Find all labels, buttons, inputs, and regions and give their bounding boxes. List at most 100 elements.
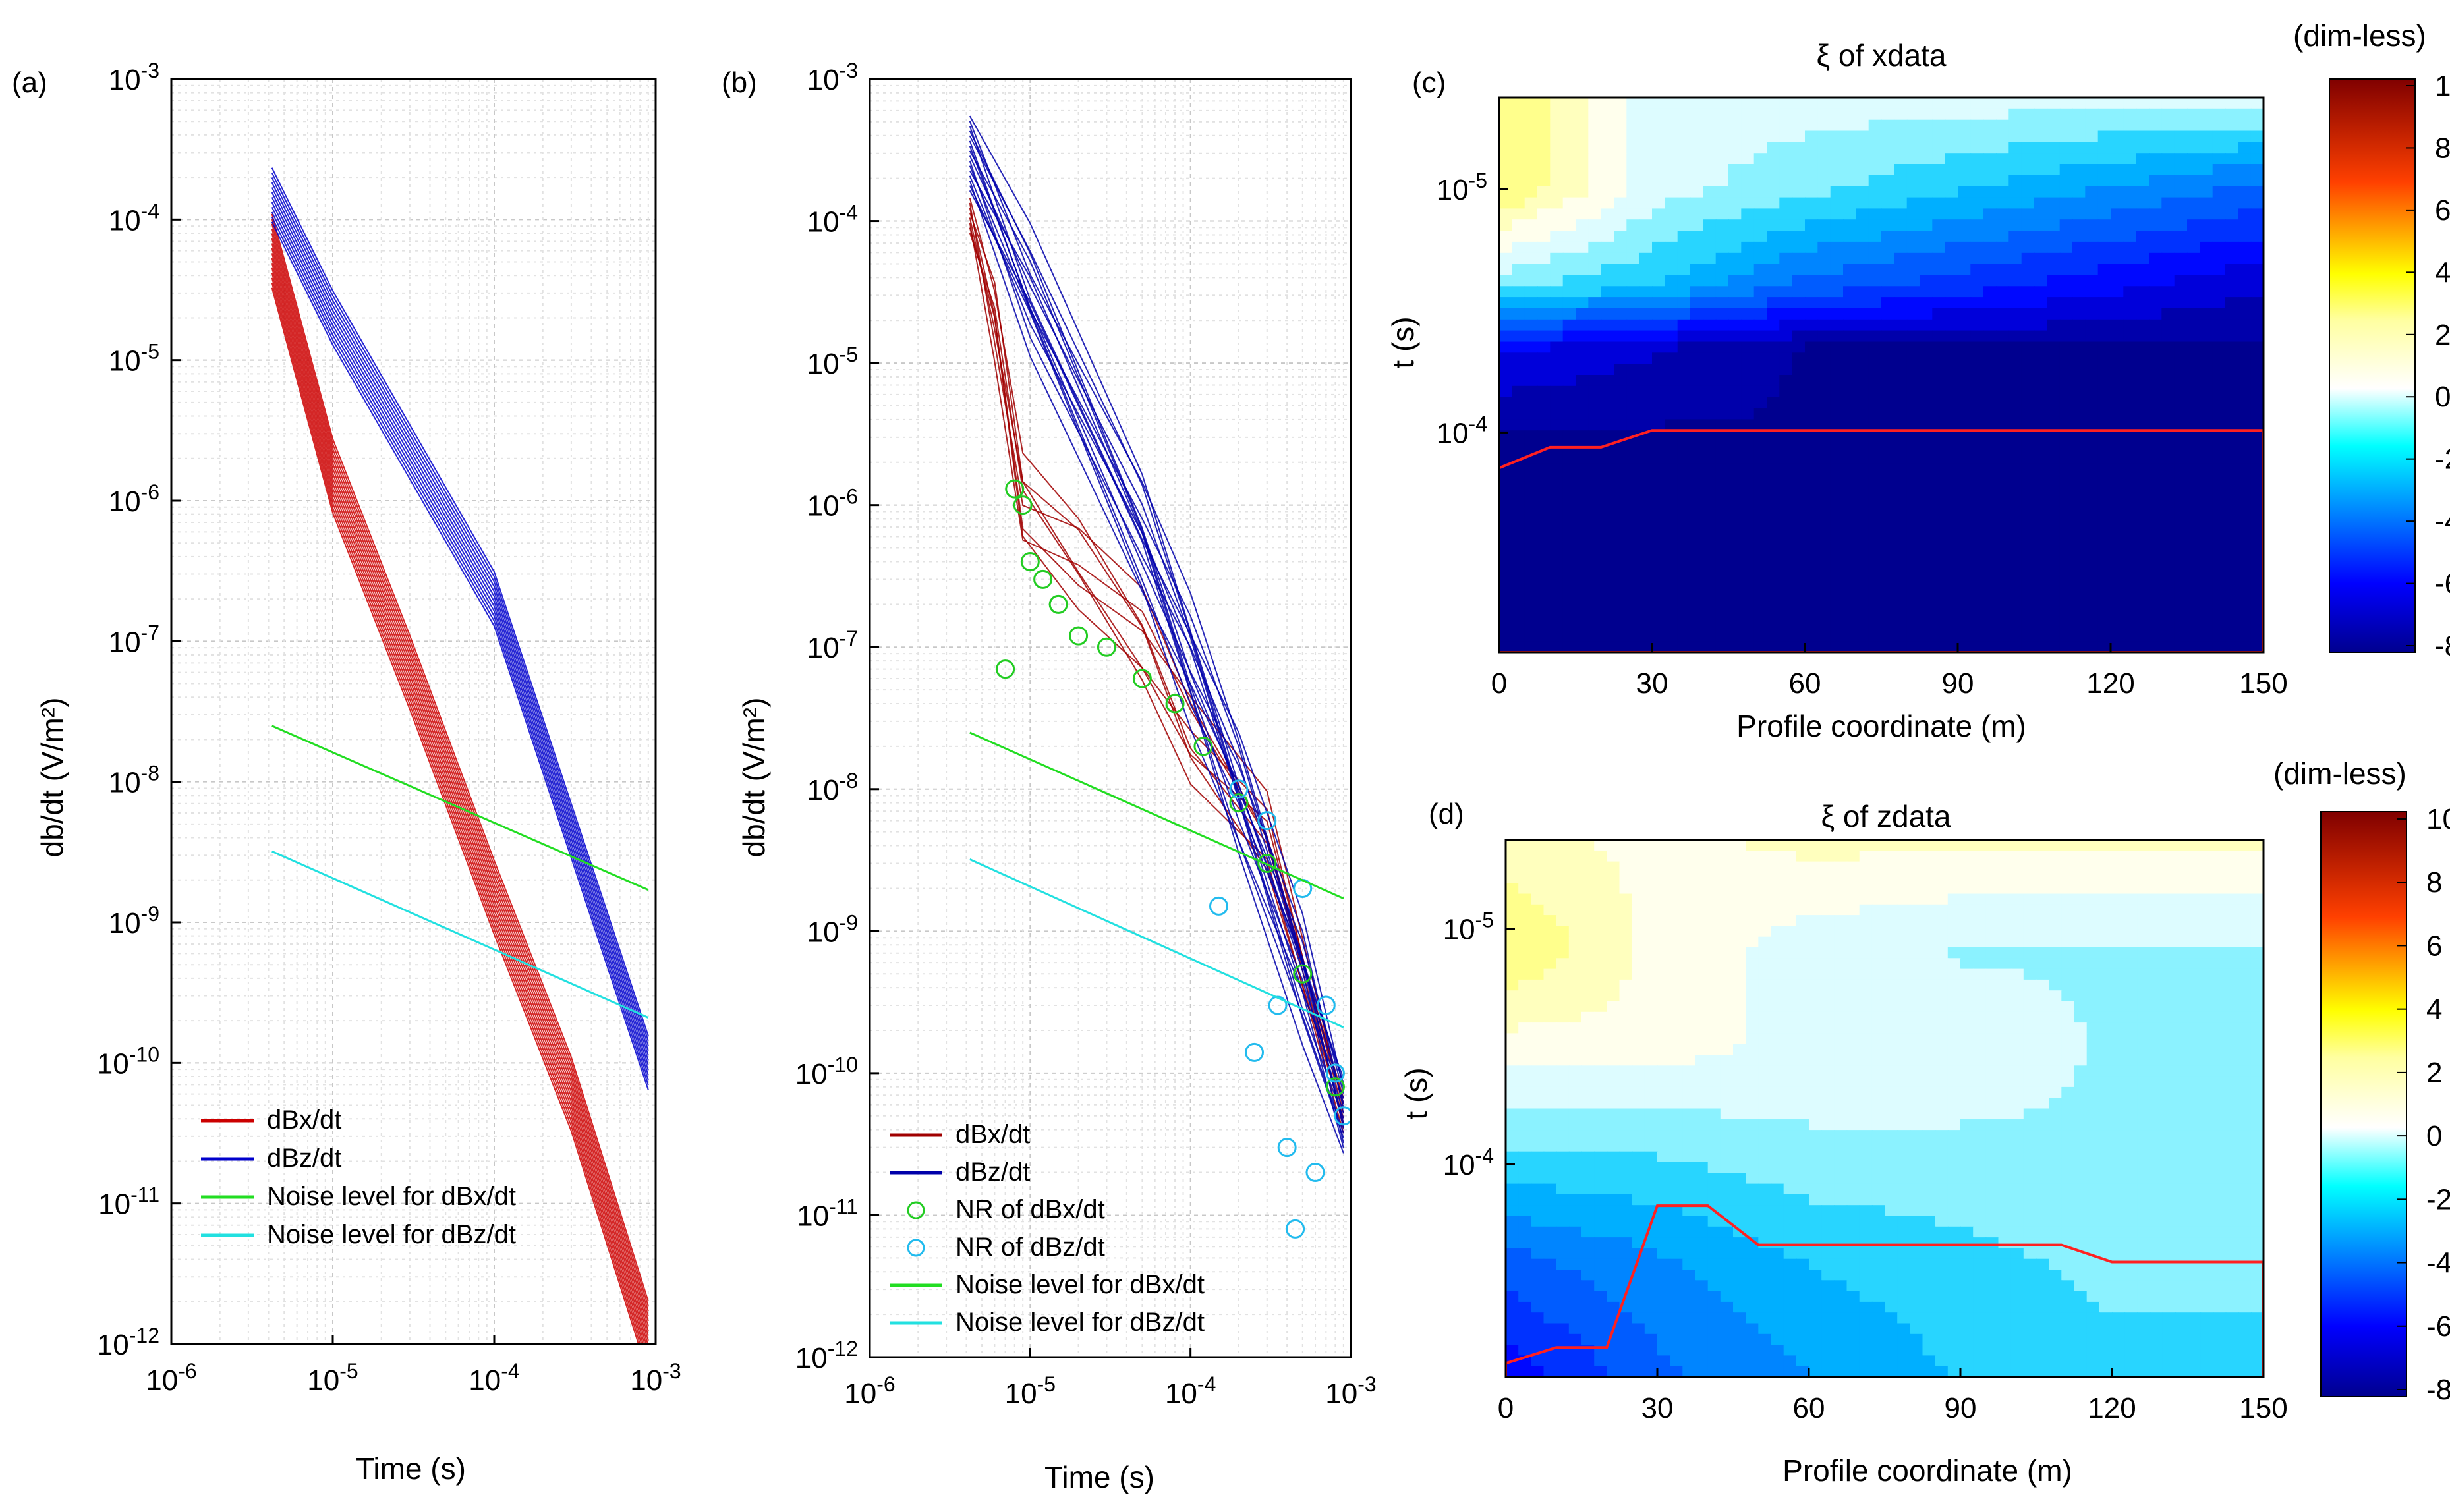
contour-cell (1792, 385, 1806, 398)
contour-cell (1499, 630, 1513, 642)
contour-cell (1695, 968, 1709, 980)
contour-cell (1588, 474, 1602, 487)
contour-cell (1720, 915, 1734, 927)
contour-cell (1626, 341, 1640, 354)
contour-cell (2250, 1055, 2264, 1067)
contour-cell (1670, 1065, 1684, 1077)
contour-cell (1856, 130, 1869, 143)
contour-cell (2099, 1108, 2113, 1120)
contour-cell (2149, 619, 2163, 631)
contour-cell (1796, 840, 1809, 852)
contour-cell (1562, 119, 1576, 132)
series-line-noise-level-for-dbx-dt (271, 725, 649, 891)
contour-cell (1644, 1033, 1658, 1045)
contour-cell (2023, 1055, 2037, 1067)
contour-cell (2124, 915, 2138, 927)
contour-cell (2074, 1001, 2088, 1013)
contour-cell (2250, 926, 2264, 938)
contour-cell (1741, 153, 1755, 165)
contour-cell (1856, 286, 1869, 298)
contour-cell (1524, 142, 1538, 154)
contour-cell (1715, 286, 1729, 298)
contour-cell (1868, 452, 1882, 464)
contour-cell (1910, 893, 1923, 905)
contour-cell (1581, 872, 1595, 884)
contour-cell (1588, 186, 1602, 198)
contour-cell (1758, 1033, 1772, 1045)
contour-cell (2036, 1065, 2050, 1077)
contour-cell (1830, 108, 1844, 121)
contour-cell (2061, 1108, 2075, 1120)
contour-cell (2161, 408, 2175, 420)
contour-cell (2036, 883, 2050, 895)
contour-cell (2123, 352, 2137, 365)
contour-cell (2212, 275, 2226, 287)
contour-cell (1809, 840, 1823, 852)
contour-cell (1906, 541, 1920, 553)
contour-cell (2059, 330, 2073, 343)
contour-cell (2047, 586, 2061, 598)
contour-cell (1868, 119, 1882, 132)
contour-cell (1644, 1076, 1658, 1088)
contour-cell (1614, 319, 1628, 331)
contour-cell (1746, 1033, 1759, 1045)
contour-cell (1562, 596, 1576, 609)
contour-cell (2111, 563, 2124, 576)
contour-cell (2123, 497, 2137, 509)
contour-cell (2149, 264, 2163, 276)
contour-cell (1881, 552, 1895, 565)
contour-cell (2123, 596, 2137, 609)
contour-cell (1947, 1086, 1961, 1099)
contour-cell (1894, 186, 1908, 198)
contour-cell (1524, 552, 1538, 565)
contour-cell (1922, 1022, 1936, 1034)
contour-cell (1537, 452, 1551, 464)
contour-cell (2085, 208, 2099, 221)
contour-cell (1562, 607, 1576, 620)
contour-cell (1677, 641, 1691, 652)
contour-cell (1690, 197, 1704, 210)
contour-cell (2123, 197, 2137, 210)
contour-cell (2161, 508, 2175, 520)
contour-cell (1703, 574, 1717, 586)
contour-cell (1657, 1098, 1671, 1109)
contour-cell (1746, 1044, 1759, 1055)
contour-cell (2099, 990, 2113, 1002)
contour-cell (2036, 1022, 2050, 1034)
contour-cell (1652, 153, 1666, 165)
contour-cell (1677, 619, 1691, 631)
contour-cell (2112, 936, 2126, 948)
contour-cell (1945, 574, 1958, 586)
contour-cell (1682, 872, 1696, 884)
contour-cell (2149, 142, 2163, 154)
contour-cell (1619, 936, 1633, 948)
contour-cell (1779, 452, 1793, 464)
contour-cell (1871, 1108, 1885, 1120)
contour-cell (2149, 486, 2163, 498)
contour-cell (1894, 563, 1908, 576)
contour-cell (2200, 142, 2213, 154)
contour-cell (1935, 1011, 1949, 1024)
contour-cell (2097, 552, 2111, 565)
contour-cell (1834, 861, 1848, 873)
contour-cell (2238, 108, 2252, 121)
contour-cell (2097, 352, 2111, 365)
contour-cell (1906, 319, 1920, 331)
contour-cell (2212, 630, 2226, 642)
contour-cell (1771, 1108, 1784, 1120)
contour-cell (1626, 330, 1640, 343)
contour-cell (1945, 463, 1958, 476)
contour-cell (1677, 197, 1691, 210)
contour-cell (1746, 1108, 1759, 1120)
contour-cell (1779, 352, 1793, 365)
contour-cell (1499, 308, 1513, 320)
contour-cell (1985, 915, 1999, 927)
contour-cell (1741, 175, 1755, 187)
contour-cell (1512, 419, 1525, 432)
contour-cell (1550, 552, 1564, 565)
contour-cell (2085, 297, 2099, 309)
contour-cell (1945, 98, 1958, 109)
contour-cell (1707, 861, 1721, 873)
contour-cell (1906, 508, 1920, 520)
contour-cell (1639, 463, 1653, 476)
